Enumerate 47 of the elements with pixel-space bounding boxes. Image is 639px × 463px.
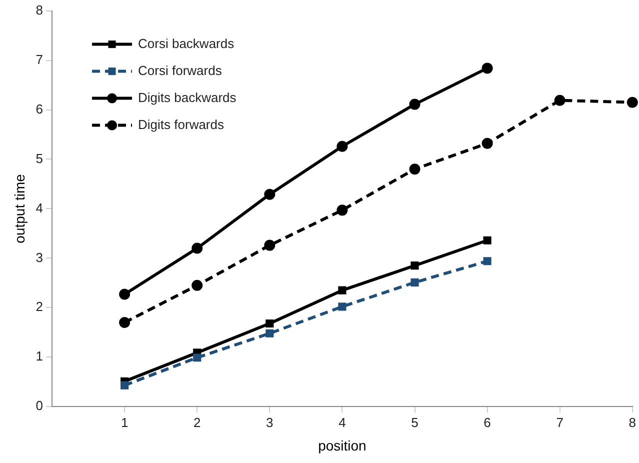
point [192, 280, 203, 291]
point [193, 354, 202, 362]
y-tick-label: 1 [36, 348, 44, 364]
point [264, 188, 276, 200]
y-tick-label: 8 [36, 2, 44, 18]
legend-label: Corsi backwards [138, 36, 235, 51]
y-tick-label: 3 [36, 250, 44, 265]
legend-label: Digits backwards [138, 90, 237, 105]
point [266, 319, 274, 328]
y-tick-label: 0 [36, 398, 44, 414]
point [336, 140, 348, 152]
x-tick-label: 1 [120, 414, 128, 430]
y-tick-label: 2 [36, 299, 44, 314]
point [410, 262, 419, 270]
point [338, 286, 346, 294]
point [409, 164, 420, 175]
x-tick-label: 8 [628, 414, 636, 430]
x-tick-label: 3 [266, 414, 274, 430]
y-tick-label: 6 [36, 101, 44, 116]
x-axis-title: position [318, 437, 366, 454]
point [264, 240, 276, 251]
legend-label: Digits forwards [138, 116, 224, 132]
x-tick-label: 6 [484, 414, 491, 430]
y-tick-label: 5 [36, 150, 44, 166]
point [483, 236, 492, 244]
x-tick-label: 4 [338, 414, 346, 430]
x-tick-label: 7 [556, 414, 564, 430]
legend-label: Corsi forwards [138, 62, 222, 78]
point [410, 278, 419, 286]
point [266, 329, 274, 338]
point [482, 62, 493, 74]
point [336, 204, 348, 216]
point [119, 288, 130, 300]
point [409, 98, 420, 110]
point [483, 257, 492, 266]
point [626, 96, 638, 108]
y-tick-label: 4 [36, 200, 44, 216]
point [338, 302, 346, 311]
x-tick-label: 5 [411, 414, 418, 430]
point [482, 138, 493, 149]
y-axis-title: output time [11, 174, 28, 244]
point [120, 381, 129, 390]
point [119, 316, 130, 328]
point [554, 94, 566, 106]
y-tick-label: 7 [36, 52, 44, 67]
x-tick-label: 2 [194, 414, 201, 430]
point [192, 242, 203, 254]
